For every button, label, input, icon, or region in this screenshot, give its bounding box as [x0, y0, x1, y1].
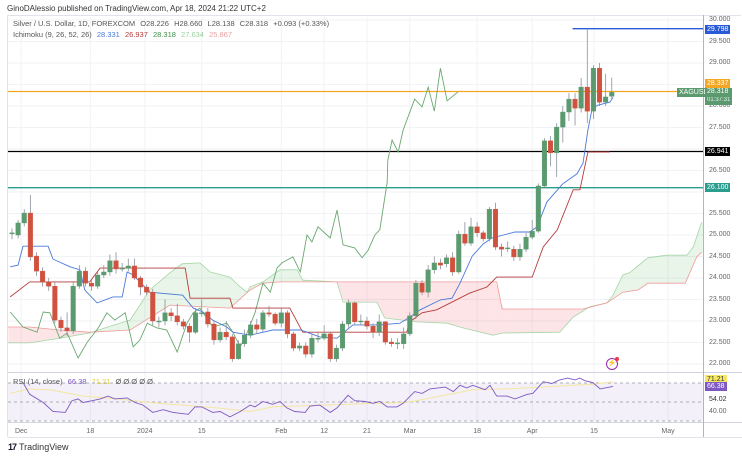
price-tick: 27.500 [709, 123, 731, 131]
symbol-name: Silver / U.S. Dollar, 1D, FOREXCOM [13, 19, 136, 28]
time-tick: May [661, 428, 675, 435]
tenkan-value: 28.331 [96, 30, 120, 39]
teal-line-price-tag: 26.100 [705, 183, 731, 192]
senkou-a-value: 27.634 [181, 30, 204, 39]
time-tick: Mar [403, 428, 416, 435]
time-tick: Dec [14, 428, 28, 435]
time-tick: 2024 [137, 428, 153, 435]
price-tick: 24.000 [709, 274, 731, 281]
price-tick: 23.000 [709, 317, 731, 324]
price-tick: 25.000 [709, 231, 731, 238]
senkou-b-value: 25.867 [209, 30, 233, 39]
time-tick: 15 [590, 428, 598, 435]
bar-countdown: 01:37:31 [707, 97, 731, 103]
price-tick: 29.500 [709, 37, 731, 45]
rsi-ma-tag: 71.21 [705, 375, 727, 384]
event-flash-icon[interactable]: ⚡ [606, 357, 619, 370]
kijun-value: 26.937 [124, 30, 148, 39]
rsi-tag: 66.38 [705, 382, 727, 391]
price-tick: 24.500 [709, 252, 731, 260]
last-price-tag: 28.318 01:37:31 [705, 88, 733, 105]
black-line-price-tag: 26.941 [705, 147, 731, 156]
time-tick: 18 [473, 428, 482, 435]
price-tick: 28.000 [709, 102, 731, 109]
rsi-legend[interactable]: RSI (14, close) 66.38 71.21 Ø Ø Ø Ø Ø [13, 377, 156, 386]
rsi-value: 66.38 [67, 377, 87, 386]
price-tick: 29.000 [709, 59, 731, 66]
orange-line-price-tag: 28.337 [705, 79, 731, 88]
price-tick: 26.500 [709, 166, 731, 174]
chikou-value: 28.318 [152, 30, 176, 39]
time-tick: 18 [86, 428, 95, 435]
time-tick: Feb [275, 428, 288, 435]
price-change: +0.093 (+0.33%) [273, 19, 330, 28]
time-tick: 21 [363, 428, 371, 435]
price-tick: 30.000 [709, 16, 731, 23]
chart-frame [7, 15, 741, 437]
high-line-price-tag: 29.798 [705, 25, 731, 34]
time-tick: 12 [320, 428, 329, 435]
rsi-ma-value: 71.21 [91, 377, 111, 386]
time-tick: 15 [197, 428, 206, 435]
price-tick: 23.500 [709, 295, 731, 303]
ohlc-low: L28.138 [207, 19, 235, 28]
time-tick: Apr [526, 428, 538, 435]
rsi-tick-low: 40.00 [709, 408, 727, 415]
price-tick: 22.500 [709, 338, 731, 346]
last-price: 28.318 [707, 88, 729, 95]
symbol-legend[interactable]: Silver / U.S. Dollar, 1D, FOREXCOM O28.2… [13, 19, 332, 28]
footer: 17 TradingView [8, 442, 69, 452]
ichimoku-label: Ichimoku (9, 26, 52, 26) [13, 30, 92, 39]
ohlc-open: O28.226 [140, 19, 169, 28]
price-tick: 25.500 [709, 209, 731, 217]
rsi-extra-values: Ø Ø Ø Ø Ø [115, 377, 153, 386]
ichimoku-legend[interactable]: Ichimoku (9, 26, 52, 26) 28.331 26.937 2… [13, 30, 235, 39]
price-tick: 22.000 [709, 360, 731, 367]
footer-brand: TradingView [19, 442, 69, 452]
symbol-tag: XAGUSD [677, 88, 711, 97]
rsi-label: RSI (14, close) [13, 377, 63, 386]
event-dot-icon [615, 357, 619, 361]
ohlc-close: C28.318 [239, 19, 269, 28]
tradingview-logo-icon: 17 [8, 442, 17, 452]
publisher-line: GinoDAlessio published on TradingView.co… [7, 4, 266, 13]
ohlc-high: H28.660 [174, 19, 203, 28]
rsi-tick-mid: 54.02 [709, 396, 727, 403]
